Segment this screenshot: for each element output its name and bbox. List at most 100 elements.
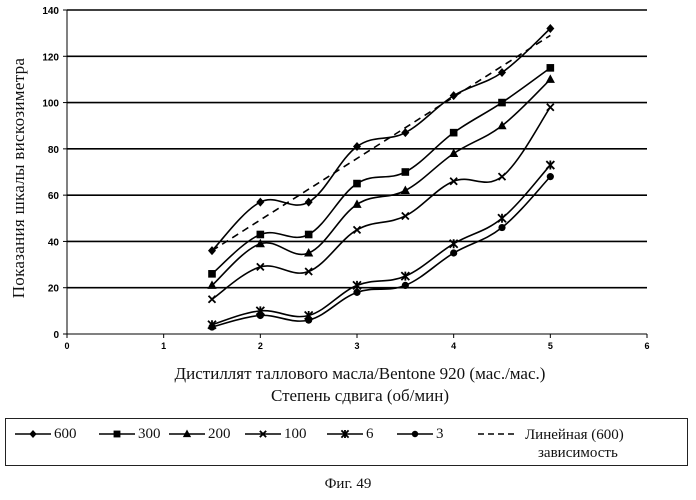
data-point-300-3 (353, 180, 361, 188)
legend-item-200: 200 (168, 425, 231, 443)
y-tick-label: 20 (48, 284, 60, 295)
legend-item-300: 300 (98, 425, 161, 443)
marker-shape (257, 231, 265, 239)
data-point-300-4 (450, 129, 458, 137)
data-point-600-2 (256, 198, 264, 207)
legend-swatch-300 (98, 426, 136, 442)
data-point-300-2.5 (305, 231, 313, 239)
data-point-6-4.5 (498, 214, 506, 223)
legend-item-3: 3 (396, 425, 444, 443)
data-point-100-4.5 (499, 173, 506, 180)
data-point-100-3.5 (402, 212, 409, 219)
marker-shape (449, 148, 458, 157)
marker-shape (450, 178, 457, 185)
y-tick-label: 80 (48, 145, 60, 156)
data-point-600-2.5 (305, 198, 313, 207)
marker-shape (305, 317, 312, 324)
y-tick-label: 120 (42, 52, 59, 63)
legend-item-100: 100 (244, 425, 307, 443)
legend-label-3: 3 (436, 426, 444, 443)
marker-shape (412, 431, 418, 437)
data-point-100-3 (354, 226, 361, 233)
marker-shape (450, 91, 458, 100)
data-point-6-3 (353, 281, 361, 290)
legend-swatch-6 (326, 426, 364, 442)
marker-shape (547, 173, 554, 180)
marker-shape (352, 199, 361, 208)
legend-swatch-600 (14, 426, 52, 442)
x-tick-label: 0 (64, 341, 69, 351)
data-point-600-3.5 (401, 128, 409, 137)
marker-shape (498, 224, 505, 231)
x-tick-label: 6 (644, 341, 649, 351)
marker-shape (546, 161, 554, 170)
marker-shape (402, 212, 409, 219)
marker-shape (353, 289, 360, 296)
data-point-200-4.5 (497, 121, 506, 129)
legend-label-6: 6 (366, 426, 374, 443)
data-point-600-4 (450, 91, 458, 100)
marker-shape (353, 180, 361, 188)
x-tick-label: 2 (258, 341, 263, 351)
legend-swatch-3 (396, 426, 434, 442)
chart-plot: 0204060801001201400123456 (0, 0, 696, 420)
x-tick-label: 4 (451, 341, 456, 351)
y-tick-label: 40 (48, 237, 60, 248)
series-line-600 (212, 29, 550, 251)
marker-shape (401, 128, 409, 137)
x-tick-label: 5 (548, 341, 553, 351)
marker-shape (402, 282, 409, 289)
data-point-300-2 (257, 231, 265, 239)
data-point-3-4.5 (498, 224, 505, 231)
marker-shape (354, 226, 361, 233)
marker-shape (450, 239, 458, 248)
data-point-3-3 (353, 289, 360, 296)
legend-marker-600 (29, 430, 36, 438)
marker-shape (498, 68, 506, 77)
marker-shape (401, 272, 409, 281)
marker-shape (450, 249, 457, 256)
data-point-200-3 (352, 199, 361, 208)
marker-shape (402, 168, 410, 176)
x-tick-label: 3 (354, 341, 359, 351)
data-point-200-3.5 (401, 186, 410, 195)
x-axis-title-line2: Степень сдвига (об/мин) (70, 386, 650, 406)
legend-label-100: 100 (284, 426, 307, 443)
marker-shape (256, 198, 264, 207)
marker-shape (401, 186, 410, 195)
marker-shape (498, 99, 506, 107)
y-axis-title-container: Показания шкалы вискозиметра (2, 22, 36, 334)
data-point-3-1.5 (208, 323, 215, 330)
data-point-600-4.5 (498, 68, 506, 77)
marker-shape (257, 312, 264, 319)
legend-swatch-200 (168, 426, 206, 442)
trendline-linear-600 (212, 35, 550, 250)
y-tick-label: 0 (53, 330, 59, 341)
data-point-6-4 (450, 239, 458, 248)
marker-shape (209, 296, 216, 303)
x-axis-title-line1: Дистиллят таллового масла/Bentone 920 (м… (70, 364, 650, 384)
x-tick-label: 1 (161, 341, 166, 351)
y-axis-title: Показания шкалы вискозиметра (9, 58, 29, 299)
marker-shape (353, 281, 361, 290)
series-line-3 (212, 177, 550, 327)
marker-shape (29, 430, 36, 438)
marker-shape (208, 270, 216, 278)
marker-shape (498, 214, 506, 223)
marker-shape (305, 231, 313, 239)
legend-label-200: 200 (208, 426, 231, 443)
data-point-6-3.5 (401, 272, 409, 281)
marker-shape (114, 431, 121, 438)
legend-item-trendline (476, 425, 520, 443)
data-point-300-3.5 (402, 168, 410, 176)
legend-marker-300 (114, 431, 121, 438)
data-point-200-5 (546, 74, 555, 83)
legend-marker-3 (412, 431, 418, 437)
data-point-300-5 (547, 64, 555, 72)
series-200 (207, 74, 555, 288)
marker-shape (547, 64, 555, 72)
marker-shape (208, 323, 215, 330)
data-point-3-2 (257, 312, 264, 319)
data-point-3-3.5 (402, 282, 409, 289)
figure-caption: Фиг. 49 (0, 476, 696, 493)
